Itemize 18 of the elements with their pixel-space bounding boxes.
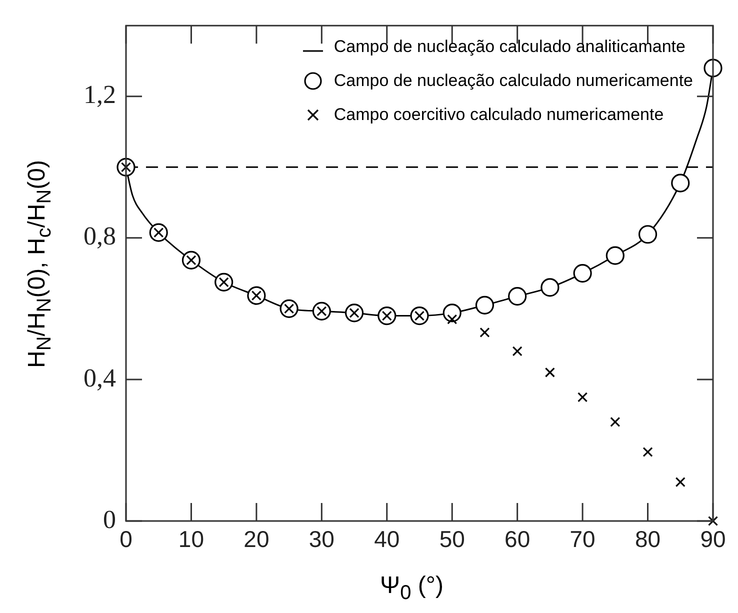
x-tick-label: 90 xyxy=(700,526,726,552)
y-tick-label: 0 xyxy=(103,504,116,534)
x-tick-label: 0 xyxy=(120,526,132,552)
x-tick-label: 20 xyxy=(244,526,270,552)
y-tick-label: 1,2 xyxy=(84,80,116,110)
x-tick-label: 80 xyxy=(634,526,661,552)
y-tick-label: 0,4 xyxy=(84,363,116,392)
x-tick-label: 40 xyxy=(374,526,400,552)
legend-label: Campo coercitivo calculado numericamente xyxy=(334,104,664,126)
x-axis-title: Ψ$_{0}$ (°) xyxy=(380,572,444,605)
legend-label: Campo de nucleação calculado numericamente xyxy=(334,70,693,92)
y-tick-label: 0,8 xyxy=(84,222,116,251)
x-tick-label: 50 xyxy=(439,526,465,552)
legend-label: Campo de nucleação calculado analiticamante xyxy=(334,36,686,58)
x-tick-label: 10 xyxy=(178,526,204,552)
x-tick-label: 30 xyxy=(308,526,334,552)
x-tick-label: 60 xyxy=(504,526,530,552)
x-tick-label: 70 xyxy=(570,526,596,552)
